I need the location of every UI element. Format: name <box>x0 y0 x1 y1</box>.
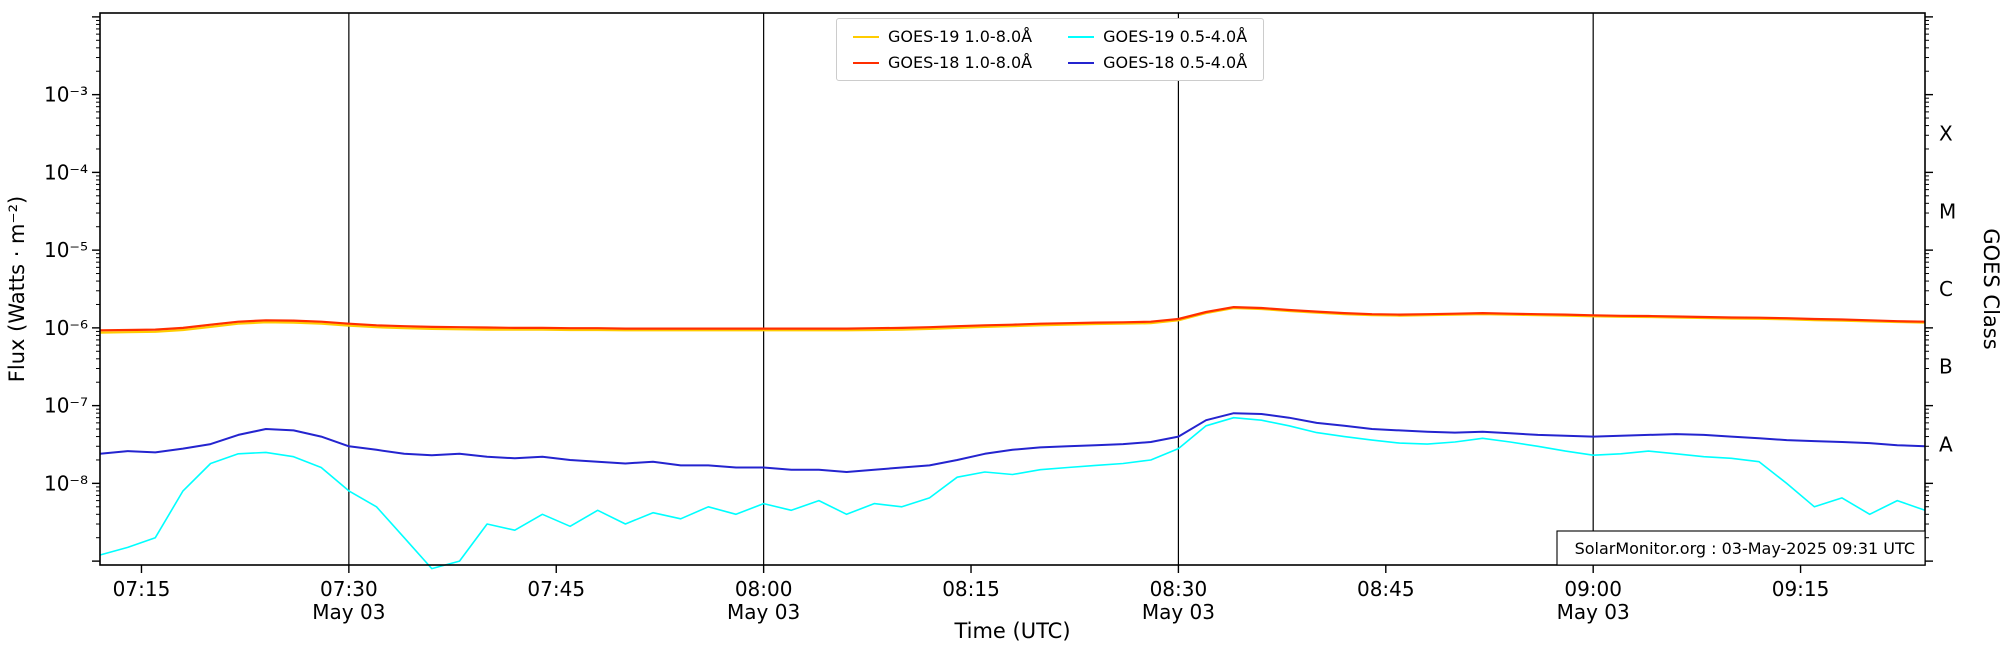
legend-item-goes18-long: GOES-18 1.0-8.0Å <box>853 53 1032 72</box>
legend-swatch-goes19-short-icon <box>1068 35 1095 38</box>
goes-class-label: A <box>1939 432 1953 456</box>
goes-class-label: X <box>1939 122 1953 146</box>
legend-item-goes19-short: GOES-19 0.5-4.0Å <box>1068 27 1247 46</box>
x-tick-label: 08:00 <box>735 577 793 601</box>
x-tick-label: 07:45 <box>527 577 585 601</box>
y-axis-title: Flux (Watts · m⁻²) <box>5 196 29 382</box>
legend-label-goes19-short: GOES-19 0.5-4.0Å <box>1103 27 1248 46</box>
watermark-text: SolarMonitor.org : 03-May-2025 09:31 UTC <box>1575 539 1915 558</box>
y-tick-label: 10⁻⁸ <box>44 471 88 495</box>
x-axis-title: Time (UTC) <box>953 619 1070 643</box>
x-tick-label: 08:30 <box>1150 577 1208 601</box>
y-tick-label: 10⁻⁵ <box>44 238 88 262</box>
series-line-GOES-18 0.5-4.0Å <box>99 412 1926 473</box>
right-axis-title: GOES Class <box>1979 228 2000 349</box>
x-tick-label: 09:00 <box>1564 577 1622 601</box>
legend-item-goes19-long: GOES-19 1.0-8.0Å <box>853 27 1032 46</box>
legend-label-goes18-short: GOES-18 0.5-4.0Å <box>1103 53 1248 72</box>
x-date-label: May 03 <box>1557 600 1630 624</box>
legend-swatch-goes18-long-icon <box>853 61 879 64</box>
y-tick-label: 10⁻⁷ <box>44 394 88 418</box>
legend-label-goes19-long: GOES-19 1.0-8.0Å <box>888 27 1033 46</box>
plot-background <box>100 13 1925 565</box>
goes-class-label: B <box>1939 355 1953 379</box>
legend-swatch-goes18-short-icon <box>1068 61 1095 64</box>
legend-swatch-goes19-long-icon <box>853 35 879 38</box>
x-tick-label: 09:15 <box>1772 577 1830 601</box>
series-line-GOES-19 0.5-4.0Å <box>99 416 1926 570</box>
x-tick-label: 07:30 <box>320 577 378 601</box>
x-tick-label: 08:15 <box>942 577 1000 601</box>
legend-item-goes18-short: GOES-18 0.5-4.0Å <box>1068 53 1247 72</box>
chart-legend: GOES-19 1.0-8.0Å GOES-18 1.0-8.0Å GOES-1… <box>836 18 1265 81</box>
goes-class-label: M <box>1939 199 1956 223</box>
y-tick-label: 10⁻³ <box>44 83 88 107</box>
x-tick-label: 07:15 <box>113 577 171 601</box>
x-date-label: May 03 <box>312 600 385 624</box>
x-date-label: May 03 <box>727 600 800 624</box>
x-date-label: May 03 <box>1142 600 1215 624</box>
series-line-GOES-18 1.0-8.0Å <box>99 306 1926 332</box>
y-tick-label: 10⁻⁴ <box>44 160 88 184</box>
x-tick-label: 08:45 <box>1357 577 1415 601</box>
plot-border <box>99 12 1926 566</box>
watermark-box <box>1556 530 1926 566</box>
y-tick-label: 10⁻⁶ <box>44 316 88 340</box>
goes-class-label: C <box>1939 277 1953 301</box>
legend-label-goes18-long: GOES-18 1.0-8.0Å <box>888 53 1033 72</box>
